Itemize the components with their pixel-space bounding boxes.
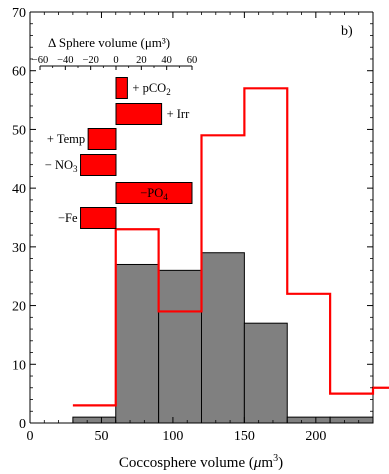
inset-bar-label: − NO3: [45, 158, 78, 174]
inset-bar-chart: Δ Sphere volume (μm³)−60 −40 −20 0 20 40 60 + p…: [32, 35, 197, 229]
y-tick-label: 60: [12, 65, 26, 80]
histogram-bar: [286, 416, 331, 424]
inset-bar: [80, 154, 117, 176]
inset-tick-label: 0: [113, 55, 118, 66]
y-tick-label: 40: [12, 182, 26, 197]
step-line: [72, 87, 389, 407]
inset-tick-label: 40: [161, 55, 172, 66]
histogram-bar: [115, 263, 160, 424]
y-tick-label: 10: [12, 358, 26, 373]
inset-bar: [115, 77, 128, 99]
histogram-bars: [72, 252, 374, 424]
y-tick-label: 20: [12, 300, 26, 315]
inset-bar-label: −Fe: [58, 211, 78, 225]
x-tick-label: 50: [94, 429, 108, 444]
histogram-bar: [72, 416, 117, 424]
inset-tick-label: −40: [57, 55, 73, 66]
inset-title: Δ Sphere volume (μm³): [48, 35, 170, 50]
panel-label: b): [341, 24, 353, 39]
x-tick-label: 150: [234, 429, 255, 444]
inset-bar-label: −PO4: [140, 186, 168, 202]
inset-bar-label: + pCO2: [132, 81, 170, 97]
inset-tick-label: −60: [32, 55, 48, 66]
x-tick-label: 100: [162, 429, 183, 444]
step-line-group: [72, 87, 389, 407]
histogram-bar: [158, 269, 202, 424]
x-tick-label: 0: [27, 429, 34, 444]
inset-bar: [115, 182, 193, 204]
x-tick-label: 200: [305, 429, 326, 444]
x-axis-title: Coccosphere volume (μm3): [119, 453, 283, 471]
inset-bar: [87, 128, 117, 150]
histogram-bar: [243, 322, 288, 424]
y-tick-label: 0: [19, 417, 26, 432]
inset-bar: [115, 103, 163, 125]
inset-tick-label: 60: [187, 55, 198, 66]
histogram-bar: [329, 416, 374, 424]
y-tick-label: 30: [12, 241, 26, 256]
y-tick-label: 70: [12, 6, 26, 21]
inset-tick-label: −20: [82, 55, 98, 66]
inset-bar: [80, 207, 117, 229]
histogram-bar: [201, 252, 245, 424]
inset-bar-label: + Temp: [47, 132, 85, 146]
y-tick-label: 50: [12, 123, 26, 138]
inset-bar-label: + Irr: [167, 107, 190, 121]
inset-tick-label: 20: [136, 55, 147, 66]
